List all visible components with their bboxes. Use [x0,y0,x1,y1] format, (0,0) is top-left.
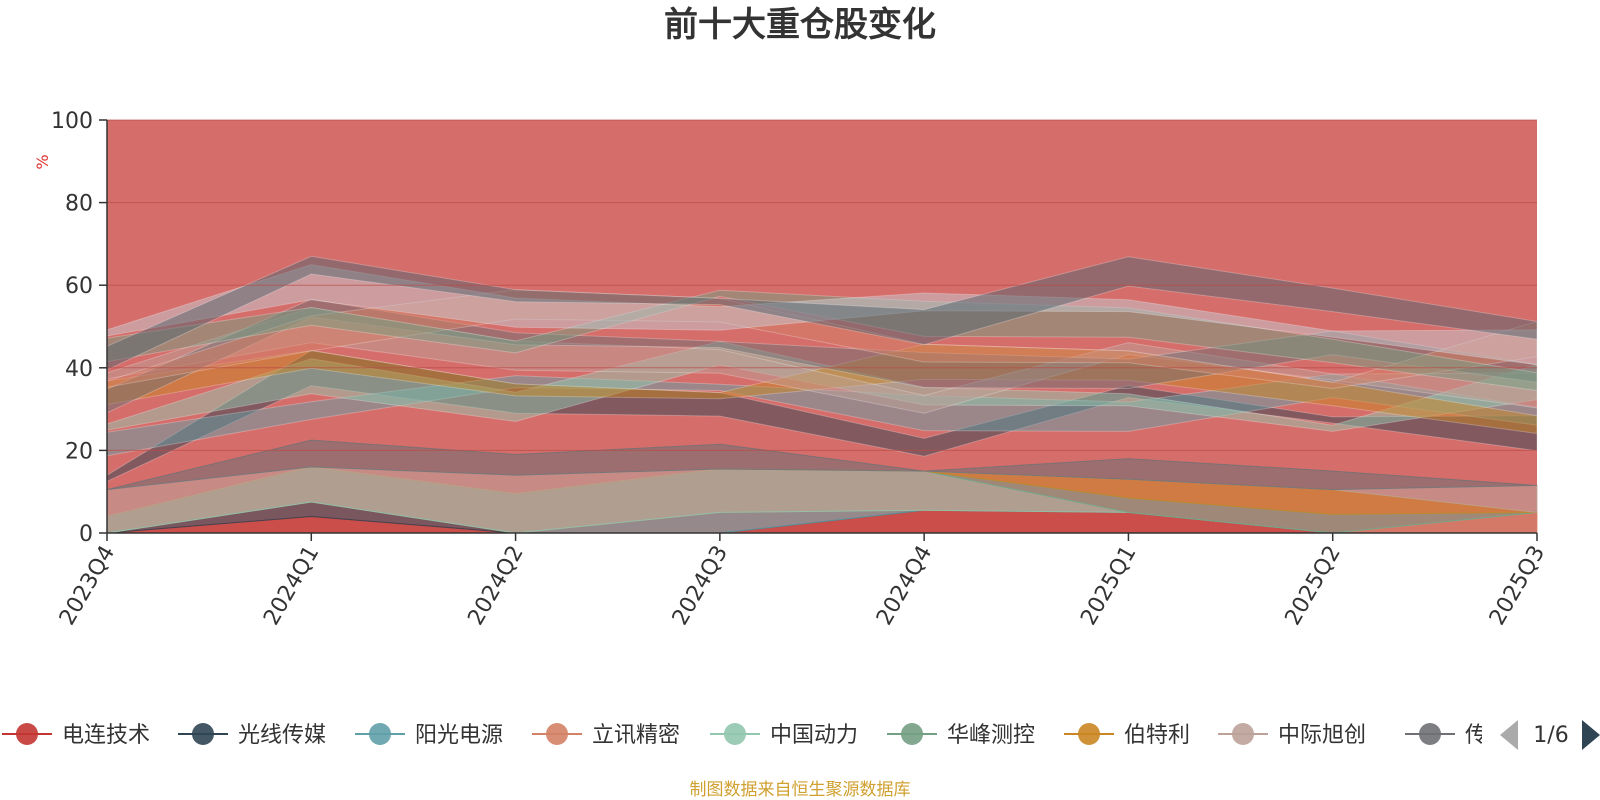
y-tick-label-1: 20 [65,439,93,464]
series-band-8 [106,439,1538,491]
y-axis-unit-label: % [33,154,52,169]
legend-marker-7 [1232,723,1254,745]
legend-label-2: 阳光电源 [415,723,503,748]
chart-title: 前十大重仓股变化 [664,5,936,45]
legend-marker-6 [1078,723,1100,745]
legend-marker-1 [192,723,214,745]
legend-label-0: 电连技术 [62,723,150,748]
legend-label-7: 中际旭创 [1278,723,1366,748]
legend-page-indicator: 1/6 [1533,723,1568,748]
legend-marker-0 [16,723,38,745]
x-tick-label-0: 2023Q4 [55,542,120,630]
legend-item-7[interactable]: 中际旭创 [1218,723,1366,748]
legend-item-4[interactable]: 中国动力 [710,723,858,748]
legend-item-1[interactable]: 光线传媒 [178,723,326,748]
legend-item-2[interactable]: 阳光电源 [355,723,503,748]
x-tick-label-7: 2025Q3 [1485,542,1550,630]
x-tick-label-2: 2024Q2 [463,542,528,630]
legend-item-8[interactable]: 传音控股 [1405,723,1553,748]
legend-label-5: 华峰测控 [947,723,1035,748]
legend-label-3: 立讯精密 [592,723,680,748]
gridlines [107,119,1537,451]
legend-item-6[interactable]: 伯特利 [1064,723,1190,748]
legend-item-0[interactable]: 电连技术 [2,723,150,748]
legend: 电连技术 光线传媒 阳光电源 立讯精密 中国动力 华峰测控 伯特利 中际旭创 传音控股 [2,723,1553,748]
y-tick-label-2: 40 [65,357,93,382]
legend-marker-3 [546,723,568,745]
data-source-note: 制图数据来自恒生聚源数据库 [690,780,911,800]
legend-label-4: 中国动力 [770,723,858,748]
legend-prev-page-icon[interactable] [1500,720,1518,750]
y-tick-label-4: 80 [65,192,93,217]
legend-marker-5 [901,723,923,745]
legend-marker-2 [369,723,391,745]
x-tick-label-4: 2024Q4 [872,542,937,630]
legend-marker-4 [724,723,746,745]
x-tick-label-1: 2024Q1 [259,542,324,630]
y-tick-label-3: 60 [65,274,93,299]
x-tick-label-5: 2025Q1 [1076,542,1141,630]
x-tick-label-6: 2025Q2 [1281,542,1346,630]
y-tick-label-5: 100 [51,109,93,134]
legend-item-5[interactable]: 华峰测控 [887,723,1035,748]
y-tick-label-0: 0 [79,522,93,547]
legend-label-8: 传音控股 [1465,723,1553,748]
legend-marker-8 [1419,723,1441,745]
legend-next-page-icon[interactable] [1582,720,1600,750]
legend-label-6: 伯特利 [1124,723,1190,748]
legend-label-1: 光线传媒 [238,723,326,748]
legend-item-3[interactable]: 立讯精密 [532,723,680,748]
legend-items: 电连技术 光线传媒 阳光电源 立讯精密 中国动力 华峰测控 伯特利 中际旭创 传音控股 [2,723,1553,748]
x-tick-label-3: 2024Q3 [668,542,733,630]
